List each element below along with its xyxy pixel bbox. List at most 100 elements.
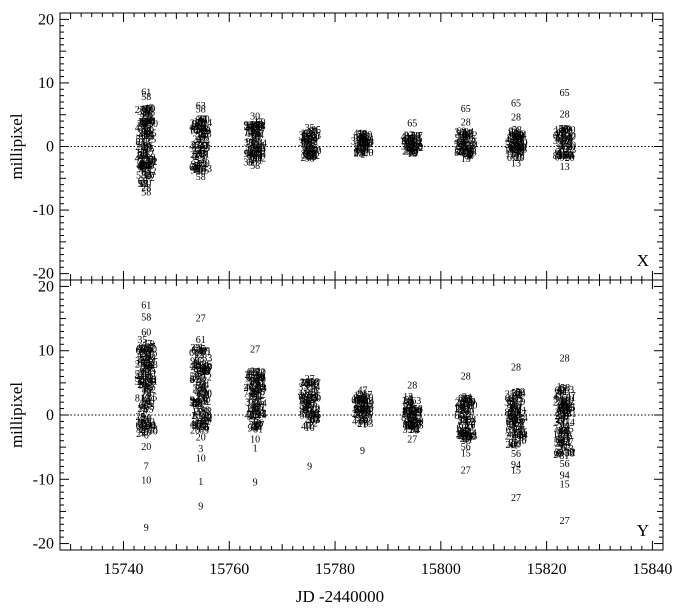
residual-point: 30 [565, 448, 575, 459]
residual-point: 94 [354, 133, 364, 144]
residual-point: 63 [411, 396, 421, 407]
residual-point: 3 [256, 381, 261, 392]
residual-point: 60 [195, 149, 205, 160]
residual-point: 63 [189, 163, 199, 174]
residual-point: 6 [556, 435, 561, 446]
residual-point: 41 [301, 393, 311, 404]
residual-point: 74 [196, 367, 206, 378]
residual-point: 63 [142, 143, 152, 154]
residual-point: 41 [413, 409, 423, 420]
residual-point: 2 [139, 425, 144, 436]
residual-point: 12 [251, 401, 261, 412]
residual-point: 20 [517, 435, 527, 446]
residual-point: 41 [553, 392, 563, 403]
residual-point: 47 [245, 145, 255, 156]
residual-point: 6 [559, 405, 564, 416]
residual-point: 30 [404, 145, 414, 156]
residual-point: 63 [246, 373, 256, 384]
residual-point: 94 [250, 386, 260, 397]
residual-point: 25 [196, 344, 206, 355]
residual-point-labeled: 27 [461, 465, 471, 476]
residual-point: 47 [458, 140, 468, 151]
residual-point: 81 [458, 405, 468, 416]
residual-point: 2 [361, 395, 366, 406]
residual-point: 52 [454, 139, 464, 150]
residual-point-labeled: 58 [250, 161, 260, 172]
residual-point: 30 [248, 158, 258, 169]
residual-point: 3 [202, 149, 207, 160]
residual-point: 1 [313, 404, 318, 415]
residual-point: 27 [251, 154, 261, 165]
residual-point-labeled: 94 [560, 470, 570, 481]
residual-point: 47 [311, 379, 321, 390]
residual-point: 63 [311, 131, 321, 142]
residual-point: 12 [246, 404, 256, 415]
residual-point: 94 [516, 388, 526, 399]
residual-point: 20 [200, 159, 210, 170]
residual-point: 58 [248, 417, 258, 428]
residual-point-labeled: 1 [198, 477, 203, 488]
residual-point: 41 [517, 406, 527, 417]
residual-point: 12 [244, 128, 254, 139]
residual-point: 2 [255, 399, 260, 410]
residual-point: 35 [305, 378, 315, 389]
residual-point: 30 [255, 371, 265, 382]
residual-point: 20 [256, 368, 266, 379]
residual-point: 9 [193, 165, 198, 176]
residual-point: 94 [564, 150, 574, 161]
residual-point: 2 [304, 133, 309, 144]
residual-point: 35 [560, 406, 570, 417]
residual-point: 94 [246, 137, 256, 148]
residual-point: 33 [302, 151, 312, 162]
residual-point: 2 [518, 143, 523, 154]
residual-point: 63 [508, 142, 518, 153]
residual-point: 3 [300, 149, 305, 160]
residual-point: 63 [565, 402, 575, 413]
residual-point: 2 [150, 399, 155, 410]
residual-point-labeled: 20 [141, 178, 151, 189]
residual-point: 94 [310, 382, 320, 393]
residual-point: 15 [355, 406, 365, 417]
residual-point: 12 [553, 430, 563, 441]
residual-point: 1 [313, 408, 318, 419]
residual-point: 81 [302, 137, 312, 148]
residual-point: 27 [196, 132, 206, 143]
residual-point: 6 [252, 392, 257, 403]
residual-point: 2 [468, 149, 473, 160]
residual-point: 12 [310, 151, 320, 162]
residual-point: 35 [460, 394, 470, 405]
residual-point: 94 [557, 150, 567, 161]
residual-point: 30 [138, 427, 148, 438]
residual-point: 27 [252, 134, 262, 145]
residual-point: 74 [136, 156, 146, 167]
residual-point: 60 [308, 127, 318, 138]
residual-point: 9 [462, 130, 467, 141]
residual-point-labeled: 27 [305, 374, 315, 385]
residual-point: 2 [407, 397, 412, 408]
residual-point: 6 [561, 398, 566, 409]
residual-point: 35 [505, 390, 515, 401]
residual-point: 2 [310, 144, 315, 155]
residual-point: 58 [256, 122, 266, 133]
residual-point: 6 [507, 153, 512, 164]
residual-point: 25 [143, 383, 153, 394]
residual-point: 60 [514, 146, 524, 157]
residual-point: 81 [251, 128, 261, 139]
residual-point: 3 [146, 115, 151, 126]
residual-point: 35 [200, 347, 210, 358]
residual-point: 25 [509, 126, 519, 137]
residual-point: 30 [511, 439, 521, 450]
residual-point-labeled: 61 [141, 301, 151, 312]
residual-point: 41 [257, 146, 267, 157]
residual-point: 35 [307, 393, 317, 404]
residual-point: 27 [136, 429, 146, 440]
residual-point: 3 [458, 416, 463, 427]
residual-point-labeled: 1 [253, 443, 258, 454]
residual-point: 12 [304, 421, 314, 432]
residual-point: 2 [416, 132, 421, 143]
residual-point: 94 [257, 138, 267, 149]
residual-point: 25 [460, 434, 470, 445]
residual-point: 27 [411, 143, 421, 154]
residual-point: 41 [464, 398, 474, 409]
panel-label: Y [637, 521, 649, 540]
